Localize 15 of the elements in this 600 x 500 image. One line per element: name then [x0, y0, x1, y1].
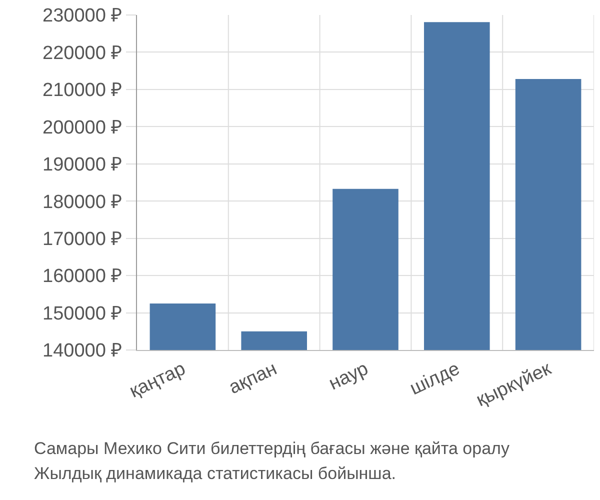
x-tick-label: ақпан — [226, 358, 280, 399]
y-tick-label: 180000 ₽ — [42, 192, 122, 213]
y-tick-label: 230000 ₽ — [42, 6, 122, 27]
x-tick-label: наур — [326, 358, 372, 395]
y-tick-label: 150000 ₽ — [42, 303, 122, 324]
y-tick-label: 170000 ₽ — [42, 228, 122, 250]
y-tick-label: 200000 ₽ — [42, 117, 122, 138]
y-tick-label: 160000 ₽ — [42, 266, 122, 288]
y-tick-label: 190000 ₽ — [42, 154, 122, 176]
y-tick-label: 140000 ₽ — [42, 340, 122, 362]
text: Самары Мехико Сити билеттердің бағасы және қайта оралу — [34, 439, 510, 458]
y-tick-label: 210000 ₽ — [42, 80, 122, 102]
x-tick-label: шілде — [406, 358, 464, 400]
text: Жылдық динамикада статистикасы бойынша. — [34, 464, 396, 483]
y-tick-label: 220000 ₽ — [42, 42, 122, 64]
